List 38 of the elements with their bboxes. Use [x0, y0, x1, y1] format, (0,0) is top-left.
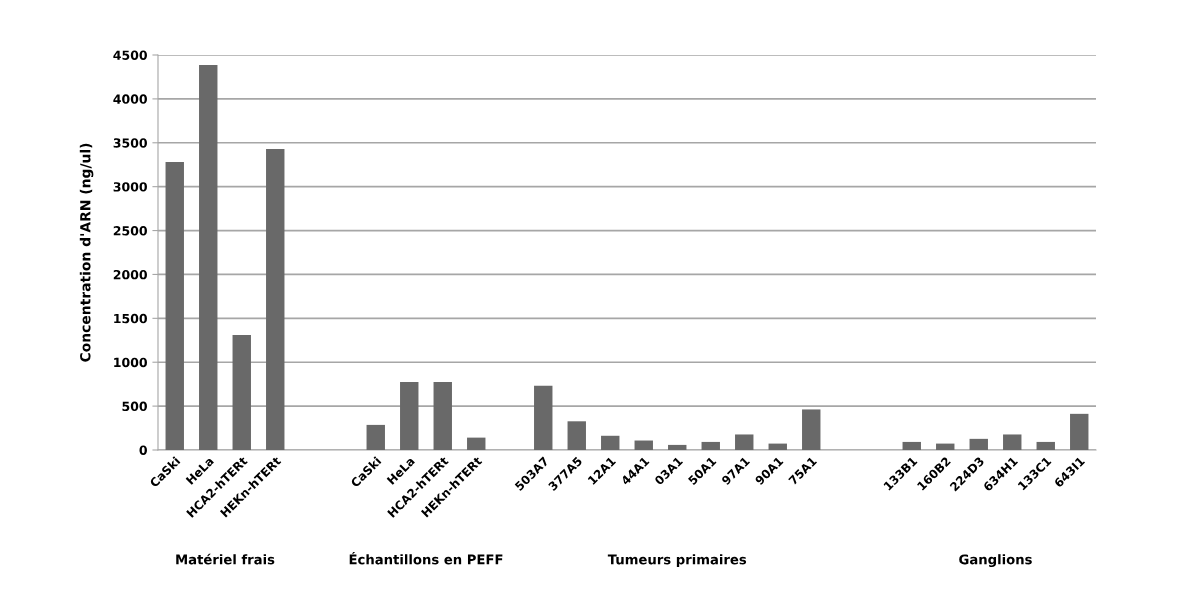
bar [735, 434, 754, 450]
bar [1036, 441, 1055, 450]
y-tick-label: 2000 [113, 269, 147, 280]
bar [366, 424, 385, 450]
bar [232, 335, 251, 450]
bar [802, 409, 821, 450]
text: Tumeurs primaires [607, 554, 747, 567]
y-tick-label: 2500 [113, 226, 147, 236]
bar [1070, 413, 1089, 450]
y-tick-label: 500 [122, 401, 147, 412]
y-tick-label: 1500 [114, 313, 147, 324]
bar [634, 440, 653, 450]
bar [668, 444, 687, 450]
y-tick-label: 4000 [113, 94, 147, 104]
bar [1003, 434, 1022, 450]
y-tick-label: 0 [139, 445, 147, 455]
y-tick-label: 1000 [114, 357, 147, 368]
bar [768, 443, 787, 450]
bar [969, 438, 988, 450]
text: Échantillons en PEFF [349, 552, 503, 565]
bar [467, 437, 486, 450]
bar [902, 441, 921, 450]
text: Ganglions [959, 554, 1032, 568]
y-tick-label: 4500 [113, 50, 147, 60]
bar [567, 421, 586, 450]
bar [936, 443, 955, 450]
bar [400, 381, 419, 450]
bar [701, 441, 720, 450]
bar [199, 65, 218, 450]
bar [266, 148, 285, 450]
bar [534, 385, 553, 450]
bar [165, 162, 184, 450]
y-tick-label: 3000 [113, 182, 147, 192]
y-axis-title: Concentration d'ARN (ng/ul) [79, 143, 94, 362]
bar [601, 435, 620, 450]
text: Matériel frais [176, 553, 275, 565]
bar [433, 381, 452, 450]
y-tick-label: 3500 [113, 138, 147, 148]
